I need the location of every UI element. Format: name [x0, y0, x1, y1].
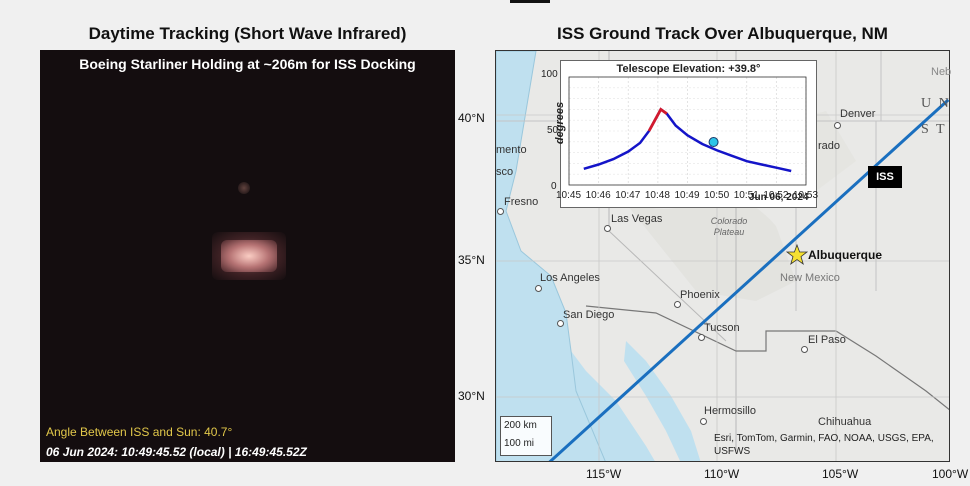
scale-mi-label: 100 mi: [504, 438, 535, 449]
map-label-chihuahua: Chihuahua: [818, 416, 872, 428]
timestamp-text: 06 Jun 2024: 10:49:45.52 (local) | 16:49…: [46, 445, 307, 459]
albuquerque-label: Albuquerque: [808, 248, 882, 262]
inset-x-tick: 10:51: [733, 190, 759, 201]
right-panel-title: ISS Ground Track Over Albuquerque, NM: [557, 24, 888, 43]
top-edge-bar: [510, 0, 550, 3]
secondary-object-glow: [238, 182, 250, 194]
city-dot-las-vegas: [604, 225, 611, 232]
y-tick-label: 30°N: [458, 389, 485, 403]
y-tick-label: 35°N: [458, 253, 485, 267]
inset-x-tick: 10:53: [793, 190, 819, 201]
city-dot-el-paso: [801, 346, 808, 353]
city-dot-los-angeles: [535, 285, 542, 292]
x-tick-label: 105°W: [822, 467, 859, 481]
map-label-new-mexico: New Mexico: [780, 272, 840, 284]
x-tick-label: 115°W: [586, 467, 622, 481]
iss-label: ISS: [868, 166, 902, 188]
map-label-sacramento: mento: [496, 144, 527, 156]
current-elevation-marker: [708, 137, 719, 148]
map-label-san-francisco: sco: [496, 166, 514, 178]
inset-y-tick: 0: [551, 181, 557, 192]
inset-x-tick: 10:48: [644, 190, 670, 201]
map-label-colorado: rado: [818, 140, 841, 152]
city-dot-fresno: [497, 208, 504, 215]
inset-plot: [568, 76, 807, 186]
city-dot-denver: [834, 122, 841, 129]
map-label-fresno: Fresno: [504, 196, 539, 208]
map-label-denver: Denver: [840, 108, 876, 120]
albuquerque-star-icon: [786, 244, 808, 265]
y-tick-label: 40°N: [458, 111, 485, 125]
inset-x-tick: 10:50: [704, 190, 730, 201]
map-label-phoenix: Phoenix: [680, 289, 720, 301]
infrared-image: Boeing Starliner Holding at ~206m for IS…: [40, 50, 455, 462]
scale-km-label: 200 km: [504, 420, 537, 431]
elevation-series-line: [583, 107, 792, 173]
inset-x-tick: 10:52: [763, 190, 789, 201]
sun-angle-text: Angle Between ISS and Sun: 40.7°: [46, 425, 233, 439]
city-dot-tucson: [698, 334, 705, 341]
left-panel-title: Daytime Tracking (Short Wave Infrared): [88, 24, 407, 43]
inset-x-tick: 10:46: [585, 190, 611, 201]
infrared-subtitle: Boeing Starliner Holding at ~206m for IS…: [79, 56, 416, 72]
map-label-united-states-1: U N: [921, 96, 951, 111]
iss-ground-track-line: [548, 98, 949, 461]
inset-x-tick: 10:45: [556, 190, 582, 201]
city-dot-phoenix: [674, 301, 681, 308]
x-tick-label: 110°W: [704, 467, 740, 481]
city-dot-san-diego: [557, 320, 564, 327]
map-label-colorado-plateau: Colorado Plateau: [710, 216, 748, 237]
inset-axes-box: [568, 76, 807, 186]
map-label-nebraska: Neb: [931, 66, 952, 78]
scale-bar: 200 km 100 mi: [500, 416, 552, 456]
map-label-tucson: Tucson: [704, 322, 740, 334]
inset-y-tick: 100: [541, 69, 558, 80]
ground-track-plot: [548, 98, 949, 461]
map-label-los-angeles: Los Angeles: [540, 272, 600, 284]
spacecraft-core: [221, 240, 277, 272]
inset-title: Telescope Elevation: +39.8°: [616, 63, 761, 75]
inset-x-axis-label: Jun 06, 2024: [749, 192, 809, 203]
telescope-elevation-inset: Telescope Elevation: +39.8° degrees 100 …: [541, 60, 819, 208]
inset-x-tick: 10:47: [615, 190, 641, 201]
map-label-united-states-2: S T: [921, 122, 947, 137]
map-label-hermosillo: Hermosillo: [704, 405, 756, 417]
map-label-san-diego: San Diego: [563, 309, 615, 321]
inset-x-tick: 10:49: [674, 190, 700, 201]
map-label-el-paso: El Paso: [808, 334, 846, 346]
city-dot-hermosillo: [700, 418, 707, 425]
elevation-peak-highlight: [647, 107, 668, 132]
x-tick-label: 100°W: [932, 467, 969, 481]
inset-y-tick: 50: [547, 125, 559, 136]
map-label-las-vegas: Las Vegas: [611, 213, 663, 225]
map-attribution: Esri, TomTom, Garmin, FAO, NOAA, USGS, E…: [714, 433, 934, 457]
